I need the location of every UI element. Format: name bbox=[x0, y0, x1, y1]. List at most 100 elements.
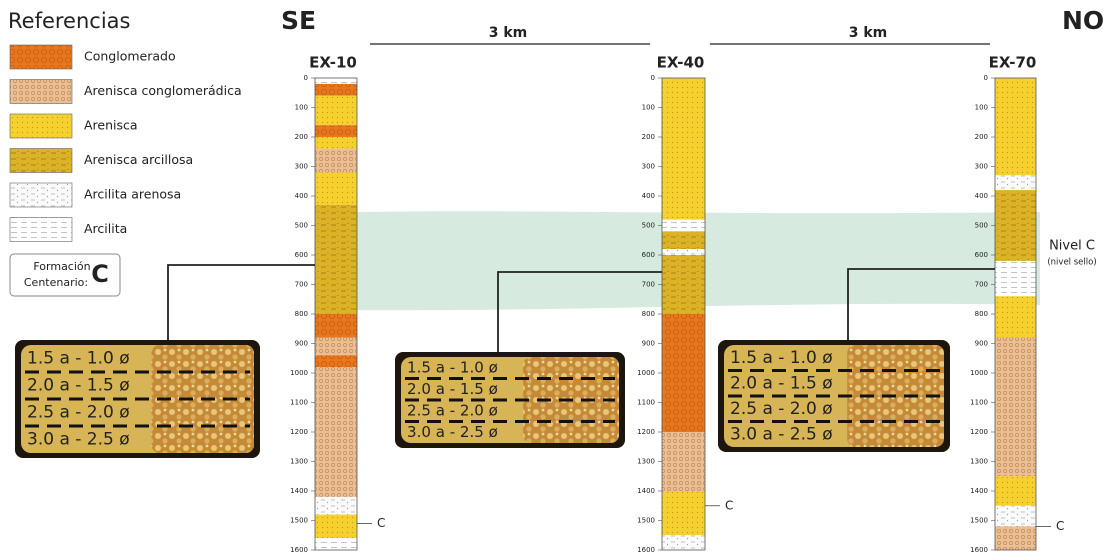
legend-label: Arenisca arcillosa bbox=[84, 152, 193, 167]
lithology-layer bbox=[995, 526, 1036, 550]
depth-label: 1500 bbox=[637, 517, 655, 525]
depth-label: 1500 bbox=[970, 517, 988, 525]
depth-label: 0 bbox=[304, 74, 308, 82]
lithology-layer bbox=[662, 220, 705, 232]
legend-swatch bbox=[10, 114, 72, 138]
legend-swatch bbox=[10, 80, 72, 104]
depth-label: 300 bbox=[295, 163, 308, 171]
depth-label: 600 bbox=[295, 251, 308, 259]
depth-label: 500 bbox=[295, 222, 308, 230]
legend-label: Arcilita bbox=[84, 221, 127, 236]
depth-label: 1100 bbox=[970, 399, 988, 407]
depth-label: 500 bbox=[975, 222, 988, 230]
lithology-layer bbox=[995, 190, 1036, 261]
level-label: Nivel C bbox=[1049, 239, 1095, 254]
distance-label: 3 km bbox=[489, 25, 528, 41]
distance-label: 3 km bbox=[849, 25, 888, 41]
depth-label: 0 bbox=[984, 74, 988, 82]
depth-label: 600 bbox=[642, 251, 655, 259]
lithology-layer bbox=[315, 205, 357, 314]
sieve-label: 1.5 a - 1.0 ø bbox=[407, 358, 498, 376]
lithology-layer bbox=[662, 314, 705, 432]
legend-swatch bbox=[10, 149, 72, 173]
lithology-layer bbox=[662, 535, 705, 550]
sieve-label: 1.5 a - 1.0 ø bbox=[27, 349, 130, 369]
lithology-layer bbox=[995, 175, 1036, 190]
depth-label: 1200 bbox=[637, 428, 655, 436]
sieve-label: 3.0 a - 2.5 ø bbox=[730, 424, 833, 444]
depth-label: 1600 bbox=[970, 546, 988, 554]
lithology-layer bbox=[995, 338, 1036, 477]
diagram: Referencias Conglomerado Arenisca conglome… bbox=[0, 0, 1109, 556]
depth-label: 1300 bbox=[637, 458, 655, 466]
marker-label: C bbox=[1056, 519, 1064, 533]
depth-label: 300 bbox=[642, 163, 655, 171]
lithology-layer bbox=[315, 314, 357, 338]
lithology-layer bbox=[315, 338, 357, 356]
depth-label: 1400 bbox=[970, 487, 988, 495]
depth-label: 1500 bbox=[290, 517, 308, 525]
lithology-layer bbox=[662, 249, 705, 255]
depth-label: 800 bbox=[295, 310, 308, 318]
depth-label: 1400 bbox=[637, 487, 655, 495]
depth-label: 100 bbox=[642, 104, 655, 112]
depth-label: 1100 bbox=[637, 399, 655, 407]
depth-label: 200 bbox=[642, 133, 655, 141]
legend-label: Arenisca conglomerádica bbox=[84, 83, 242, 98]
sieve-label: 2.5 a - 2.0 ø bbox=[730, 399, 833, 419]
legend-swatch bbox=[10, 218, 72, 242]
sieve-label: 2.5 a - 2.0 ø bbox=[27, 403, 130, 423]
depth-label: 700 bbox=[642, 281, 655, 289]
well-name: EX-70 bbox=[989, 54, 1037, 72]
lithology-layer bbox=[995, 78, 1036, 175]
depth-label: 900 bbox=[642, 340, 655, 348]
depth-label: 500 bbox=[642, 222, 655, 230]
lithology-layer bbox=[662, 432, 705, 491]
sieve-label: 2.0 a - 1.5 ø bbox=[730, 373, 833, 393]
depth-label: 900 bbox=[295, 340, 308, 348]
depth-label: 1000 bbox=[970, 369, 988, 377]
marker-label: C bbox=[377, 516, 385, 530]
legend-swatch bbox=[10, 183, 72, 207]
sieve-label: 1.5 a - 1.0 ø bbox=[730, 348, 833, 368]
lithology-layer bbox=[315, 96, 357, 126]
lithology-layer bbox=[995, 296, 1036, 337]
legend-title: Referencias bbox=[8, 9, 130, 33]
direction: SE bbox=[281, 6, 316, 35]
lithology-layer bbox=[995, 506, 1036, 527]
lithology-layer bbox=[315, 84, 357, 96]
lithology-layer bbox=[315, 497, 357, 515]
depth-label: 0 bbox=[651, 74, 655, 82]
lithology-layer bbox=[315, 538, 357, 550]
lithology-layer bbox=[995, 476, 1036, 506]
depth-label: 1300 bbox=[970, 458, 988, 466]
lithology-layer bbox=[315, 515, 357, 539]
well-name: EX-10 bbox=[309, 54, 357, 72]
depth-label: 700 bbox=[975, 281, 988, 289]
depth-label: 1600 bbox=[290, 546, 308, 554]
sieve-label: 2.0 a - 1.5 ø bbox=[407, 380, 498, 398]
depth-label: 1200 bbox=[970, 428, 988, 436]
depth-label: 1000 bbox=[637, 369, 655, 377]
depth-label: 400 bbox=[295, 192, 308, 200]
legend-label: Arcilita arenosa bbox=[84, 187, 181, 202]
lithology-layer bbox=[995, 261, 1036, 296]
depth-label: 300 bbox=[975, 163, 988, 171]
lithology-layer bbox=[315, 137, 357, 149]
connector bbox=[168, 265, 315, 340]
depth-label: 1200 bbox=[290, 428, 308, 436]
lithology-layer bbox=[315, 172, 357, 204]
depth-label: 1400 bbox=[290, 487, 308, 495]
formation-symbol: C bbox=[91, 260, 109, 288]
legend-label: Conglomerado bbox=[84, 49, 176, 64]
depth-label: 400 bbox=[975, 192, 988, 200]
depth-label: 200 bbox=[295, 133, 308, 141]
lithology-layer bbox=[315, 367, 357, 497]
lithology-layer bbox=[315, 355, 357, 367]
depth-label: 100 bbox=[975, 104, 988, 112]
legend-swatch bbox=[10, 45, 72, 69]
depth-label: 1100 bbox=[290, 399, 308, 407]
depth-label: 800 bbox=[975, 310, 988, 318]
legend-label: Arenisca bbox=[84, 118, 138, 133]
depth-label: 100 bbox=[295, 104, 308, 112]
